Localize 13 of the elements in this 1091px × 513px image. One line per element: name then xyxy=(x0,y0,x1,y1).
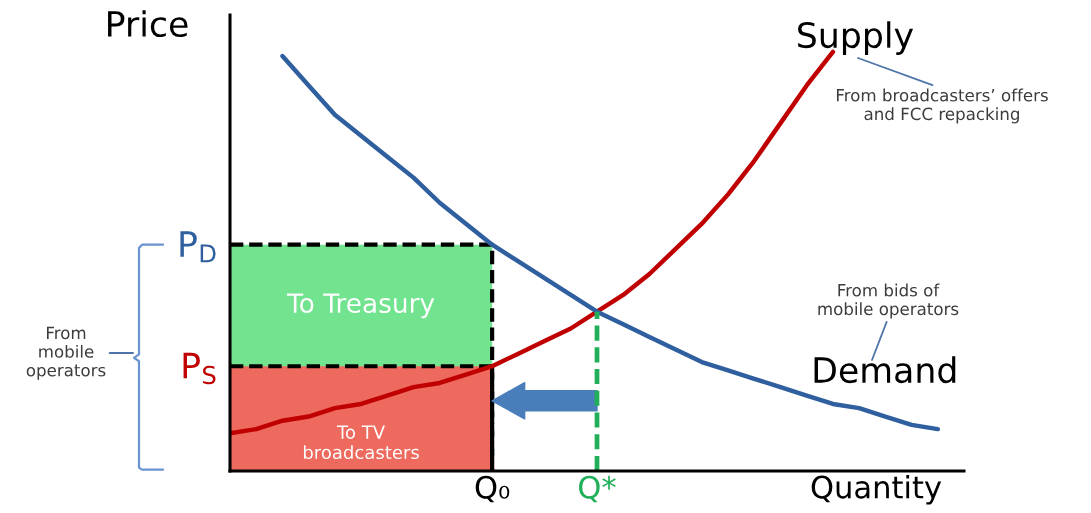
text: P$_{S}$ xyxy=(183,352,216,385)
y-axis-title: Price xyxy=(108,10,188,38)
series-label: To Treasury xyxy=(287,293,435,319)
series-label: To TV broadcasters xyxy=(303,425,419,460)
annotation: From broadcasters’ offers and FCC repacking xyxy=(836,88,1048,124)
series-label: Demand xyxy=(814,356,956,384)
x-tick-label: Q₀ xyxy=(475,475,510,503)
text: P$_{D}$ xyxy=(180,231,216,263)
x-tick-label: Q* xyxy=(579,475,616,503)
series-label: Supply xyxy=(798,21,914,55)
annotation: From bids of mobile operators xyxy=(818,283,959,319)
x-axis-title: Quantity xyxy=(811,475,942,505)
text: From mobile operators xyxy=(26,326,106,380)
